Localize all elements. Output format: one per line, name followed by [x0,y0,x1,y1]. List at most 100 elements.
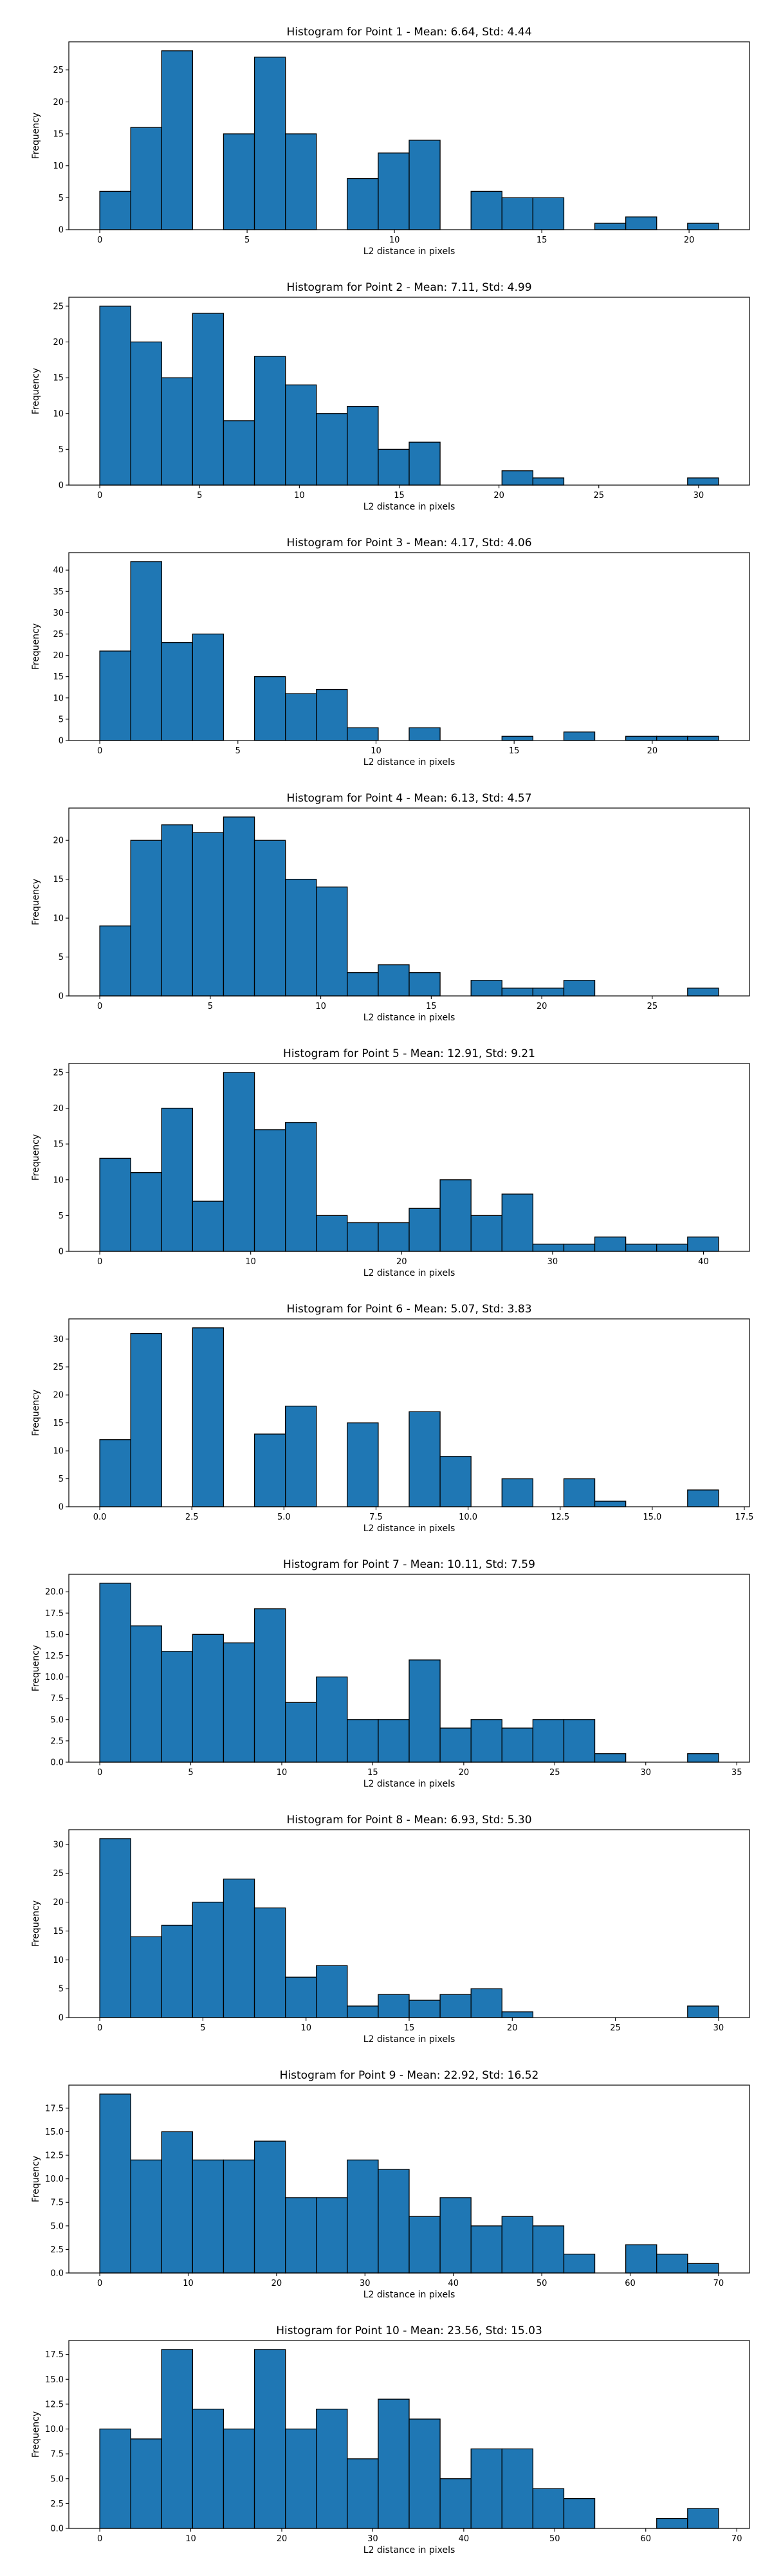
y-tick-label: 25 [53,66,64,75]
y-tick-label: 15.0 [45,2375,64,2385]
y-axis-label: Frequency [31,1390,41,1436]
histogram-bar [192,633,225,741]
x-tick-label: 30 [547,1257,558,1267]
histogram-bar [253,2349,286,2529]
y-tick-label: 5 [59,194,64,203]
chart-1: Histogram for Point 1 - Mean: 6.64, Std:… [31,26,750,257]
histogram-bar [470,2448,502,2529]
histogram-bar [223,1642,255,1763]
x-tick-label: 7.5 [369,1513,383,1522]
x-axis-label: L2 distance in pixels [363,1779,455,1789]
axes-frame [68,297,750,486]
x-tick-label: 20 [277,2534,288,2544]
y-axis-label: Frequency [31,113,41,159]
y-tick-label: 10 [53,161,64,171]
chart-title: Histogram for Point 10 - Mean: 23.56, St… [276,2324,542,2337]
histogram-bar [316,887,348,997]
histogram-bar [439,1994,472,2018]
x-tick-label: 40 [448,2279,459,2288]
histogram-bar [687,1489,719,1507]
histogram-bar [99,306,131,486]
y-axis-label: Frequency [31,368,41,414]
histogram-bar [161,1924,194,2018]
histogram-bar [409,972,441,997]
chart-title: Histogram for Point 8 - Mean: 6.93, Std:… [286,1814,531,1826]
histogram-bar [378,1719,410,1763]
x-axis-label: L2 distance in pixels [363,1013,455,1023]
histogram-bar [253,1129,286,1252]
y-tick-label: 25 [53,630,64,639]
x-tick-label: 15.0 [643,1513,661,1522]
x-tick-label: 0 [97,2023,102,2033]
histogram-bar [532,1719,565,1763]
histogram-bar [563,2498,596,2529]
axes-frame [68,1318,750,1507]
histogram-bar [656,2517,688,2529]
x-tick-label: 5 [235,746,241,756]
histogram-bar [501,1193,534,1252]
histogram-bar [192,832,225,997]
histogram-bar [223,2428,255,2529]
histogram-bar [99,1439,131,1507]
y-tick-label: 20.0 [45,1588,64,1597]
x-tick-label: 20 [459,1768,470,1778]
y-tick-label: 20 [53,1898,64,1908]
x-axis-label: L2 distance in pixels [363,1268,455,1278]
x-tick-label: 10 [371,746,381,756]
histogram-bar [532,1244,565,1252]
histogram-bar [99,2093,131,2274]
x-tick-label: 10 [294,491,305,501]
y-tick-label: 17.5 [45,2350,64,2360]
y-tick-label: 10 [53,1175,64,1185]
histogram-bar [470,190,502,230]
y-tick-label: 15 [53,672,64,682]
chart-title: Histogram for Point 4 - Mean: 6.13, Std:… [286,792,531,805]
y-tick-label: 10.0 [45,2425,64,2434]
x-axis-label: L2 distance in pixels [363,1523,455,1534]
histogram-bar [99,925,131,997]
histogram-bar [656,1244,688,1252]
histogram-bar [347,727,379,741]
y-tick-label: 17.5 [45,1609,64,1619]
histogram-bar [594,223,627,230]
y-tick-label: 30 [53,1840,64,1850]
histogram-bar [409,2000,441,2018]
y-tick-label: 20 [53,651,64,661]
x-tick-label: 12.5 [551,1513,569,1522]
x-tick-label: 10 [183,2279,194,2288]
histogram-bar [192,1201,225,1252]
histogram-bar [501,2011,534,2018]
histogram-bar [161,1107,194,1252]
histogram-bar [563,2254,596,2274]
histogram-bar [161,50,194,230]
y-tick-label: 15.0 [45,2128,64,2137]
chart-8: Histogram for Point 8 - Mean: 6.93, Std:… [31,1814,750,2045]
histogram-bar [687,477,719,486]
histogram-bar [378,448,410,486]
y-tick-label: 0.0 [50,2525,64,2534]
x-tick-label: 20 [396,1257,407,1267]
chart-7: Histogram for Point 7 - Mean: 10.11, Std… [31,1558,750,1789]
histogram-bar [532,197,565,230]
x-tick-label: 0 [97,1768,102,1778]
x-tick-label: 10 [315,1002,326,1011]
x-axis-label: L2 distance in pixels [363,2545,455,2555]
chart-4: Histogram for Point 4 - Mean: 6.13, Std:… [31,792,750,1023]
y-tick-label: 25 [53,1068,64,1078]
histogram-bar [347,178,379,230]
x-tick-label: 15 [404,2023,415,2033]
y-tick-label: 7.5 [50,1694,64,1704]
histogram-bar [687,735,719,741]
x-tick-label: 5.0 [277,1513,291,1522]
x-tick-label: 10 [277,1768,288,1778]
histogram-bar [161,1651,194,1763]
y-tick-label: 5 [59,445,64,455]
y-tick-label: 15 [53,374,64,383]
x-tick-label: 15 [394,491,405,501]
x-tick-label: 0 [97,1002,102,1011]
histogram-bar [501,735,534,741]
histogram-bar [284,1122,317,1252]
histogram-bar [409,1659,441,1763]
histogram-bar [130,341,162,486]
